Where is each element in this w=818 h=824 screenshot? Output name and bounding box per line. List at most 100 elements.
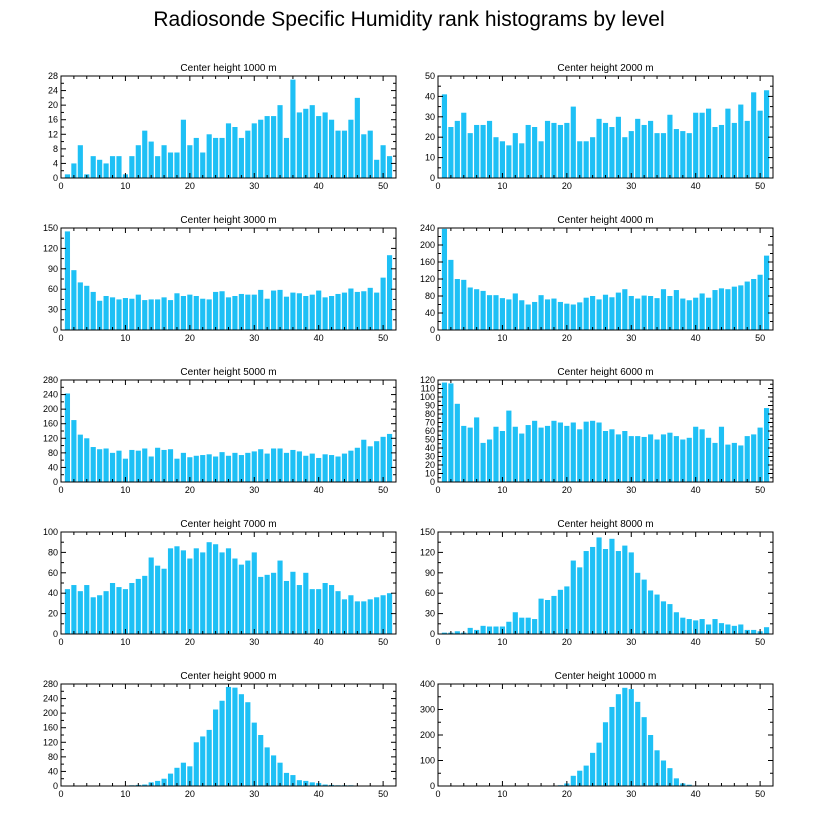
bar-rank-29: [245, 702, 251, 786]
bar-rank-42: [706, 108, 712, 178]
bar-rank-8: [109, 452, 116, 482]
panel-title: Center height 10000 m: [555, 671, 657, 682]
bar-rank-41: [699, 293, 705, 330]
y-tick-label: 0: [430, 629, 435, 639]
bar-rank-28: [615, 292, 621, 330]
bar-rank-14: [525, 425, 531, 482]
bar-rank-26: [225, 686, 232, 786]
bar-rank-50: [380, 277, 386, 330]
bar-rank-14: [525, 124, 531, 178]
x-tick-label: 10: [120, 789, 130, 799]
x-tick-label: 20: [562, 181, 572, 191]
y-tick-label: 200: [43, 404, 58, 414]
bar-rank-43: [335, 456, 341, 482]
panel-title: Center height 6000 m: [557, 367, 653, 378]
y-tick-label: 40: [48, 766, 58, 776]
bar-rank-8: [486, 120, 493, 178]
bar-rank-40: [316, 116, 322, 178]
bar-rank-36: [290, 79, 296, 178]
x-tick-label: 40: [691, 637, 701, 647]
panel-title: Center height 8000 m: [557, 519, 653, 530]
bar-rank-25: [219, 552, 225, 634]
x-tick-label: 0: [435, 789, 440, 799]
bar-rank-12: [135, 578, 141, 634]
bar-rank-28: [238, 564, 244, 634]
bar-rank-21: [570, 106, 576, 178]
bar-rank-31: [258, 735, 264, 786]
bar-rank-15: [155, 780, 161, 786]
bar-rank-13: [519, 300, 525, 330]
panel-1: Center height 1000 m 0 10 20 30 40 50 0 4 8 12 16 20…: [48, 63, 397, 191]
bar-rank-24: [590, 296, 596, 330]
bar-rank-22: [577, 770, 583, 786]
bar-rank-45: [348, 288, 354, 330]
bar-rank-29: [622, 687, 628, 786]
panel-title: Center height 4000 m: [557, 215, 653, 226]
bar-rank-16: [538, 295, 544, 330]
x-tick-label: 10: [497, 637, 507, 647]
panel-title: Center height 1000 m: [180, 63, 276, 74]
bar-rank-5: [90, 156, 96, 178]
y-tick-label: 240: [420, 223, 435, 233]
bar-rank-30: [628, 552, 634, 634]
bar-rank-23: [206, 542, 212, 634]
bar-rank-48: [367, 599, 373, 634]
y-tick-label: 100: [43, 527, 58, 537]
bar-rank-10: [122, 589, 128, 634]
x-tick-label: 40: [691, 333, 701, 343]
x-tick-label: 0: [435, 637, 440, 647]
x-tick-label: 50: [378, 637, 388, 647]
bar-rank-4: [84, 585, 90, 634]
x-tick-label: 0: [58, 637, 63, 647]
bar-rank-35: [660, 133, 667, 178]
bar-rank-8: [109, 297, 116, 330]
panel-8: Center height 8000 m 0 10 20 30 40 50 0 30 60 90 12…: [420, 519, 774, 647]
bar-rank-36: [667, 604, 673, 634]
bar-rank-6: [97, 159, 103, 178]
y-tick-label: 40: [425, 443, 435, 453]
bar-rank-19: [180, 119, 186, 178]
x-tick-label: 50: [755, 333, 765, 343]
bar-rank-15: [532, 420, 538, 482]
bar-rank-44: [341, 130, 348, 178]
bar-rank-32: [641, 295, 647, 330]
bar-rank-46: [731, 625, 737, 634]
bar-rank-27: [609, 538, 615, 634]
bar-rank-11: [506, 621, 512, 634]
bar-rank-47: [738, 445, 744, 482]
bar-rank-45: [348, 450, 354, 482]
y-tick-label: 280: [43, 679, 58, 689]
bar-rank-5: [467, 427, 473, 482]
x-tick-label: 50: [755, 181, 765, 191]
bar-rank-46: [354, 601, 360, 634]
bar-rank-1: [441, 228, 448, 330]
bar-rank-17: [544, 299, 551, 330]
bar-rank-4: [461, 425, 467, 482]
bar-rank-44: [341, 453, 348, 482]
bar-rank-17: [167, 548, 174, 634]
bar-rank-3: [454, 120, 460, 178]
bar-rank-30: [628, 689, 634, 786]
y-tick-label: 80: [48, 752, 58, 762]
bar-rank-44: [718, 288, 725, 330]
bar-rank-4: [461, 279, 467, 330]
bar-rank-40: [316, 457, 322, 482]
bar-rank-16: [538, 427, 544, 482]
bar-rank-32: [641, 717, 647, 786]
bar-rank-43: [712, 290, 718, 330]
bar-rank-14: [148, 141, 154, 178]
bar-rank-22: [577, 141, 583, 178]
bar-rank-5: [467, 287, 473, 330]
bar-rank-31: [635, 298, 641, 330]
bar-rank-38: [680, 617, 686, 634]
bar-rank-30: [251, 123, 257, 178]
y-tick-label: 0: [430, 325, 435, 335]
bar-rank-29: [622, 545, 628, 634]
panel-title: Center height 3000 m: [180, 215, 276, 226]
y-tick-label: 24: [48, 86, 58, 96]
bar-rank-19: [557, 124, 563, 178]
y-tick-label: 240: [43, 694, 58, 704]
bar-rank-51: [386, 255, 393, 330]
bar-rank-15: [155, 299, 161, 330]
bar-rank-37: [296, 585, 302, 634]
